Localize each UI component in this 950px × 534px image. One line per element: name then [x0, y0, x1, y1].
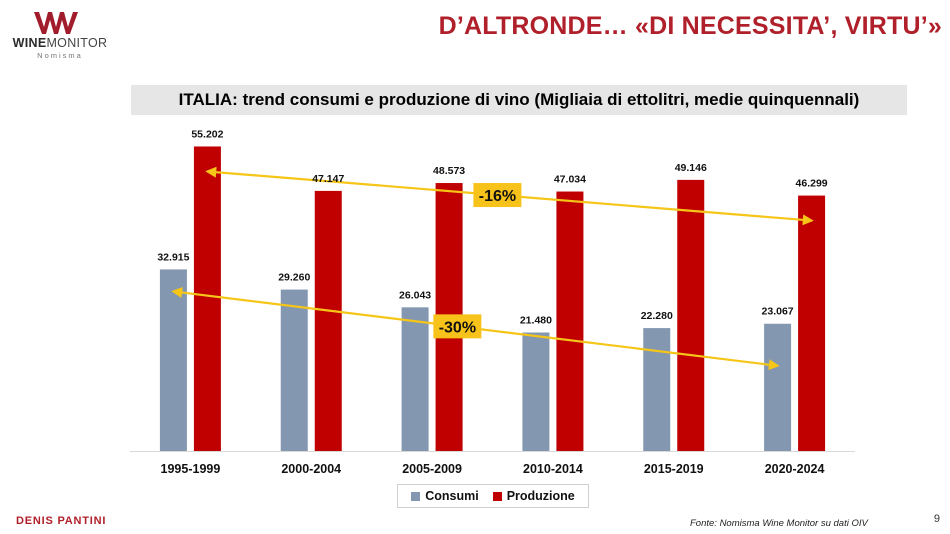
wine-monitor-logo: WINEMONITOR Nomisma [10, 8, 110, 60]
page-title: D’ALTRONDE… «DI NECESSITA’, VIRTU’» [438, 12, 942, 40]
bar-produzione-1995-1999 [193, 146, 221, 451]
trend-badge-consumi [433, 314, 482, 339]
logo-word-bold: WINE [12, 36, 47, 50]
data-label-produzione-1995-1999: 55.202 [191, 128, 223, 140]
data-label-produzione-2005-2009: 48.573 [433, 165, 465, 177]
trend-badge-label-produzione: -16% [479, 188, 516, 205]
data-label-consumi-2005-2009: 26.043 [399, 289, 431, 301]
legend-swatch-consumi [411, 491, 421, 501]
category-label-2015-2019: 2015-2019 [644, 462, 704, 476]
logo-word-regular: MONITOR [46, 36, 108, 50]
category-label-2005-2009: 2005-2009 [402, 462, 462, 476]
bar-produzione-2000-2004 [314, 190, 342, 452]
data-label-consumi-1995-1999: 32.915 [157, 251, 189, 263]
legend-item-consumi: Consumi [411, 489, 479, 503]
chart-legend: Consumi Produzione [397, 484, 589, 508]
bar-produzione-2020-2024 [798, 195, 826, 451]
data-label-produzione-2015-2019: 49.146 [675, 162, 707, 174]
bar-consumi-2020-2024 [764, 323, 792, 451]
data-label-consumi-2000-2004: 29.260 [278, 272, 310, 284]
legend-label-consumi: Consumi [425, 489, 479, 503]
chart-title: ITALIA: trend consumi e produzione di vi… [131, 85, 907, 115]
data-label-consumi-2020-2024: 23.067 [762, 306, 794, 318]
bar-consumi-2000-2004 [280, 289, 308, 451]
data-label-consumi-2015-2019: 22.280 [641, 310, 673, 322]
legend-swatch-produzione [492, 491, 502, 501]
data-label-consumi-2010-2014: 21.480 [520, 315, 552, 327]
category-label-2010-2014: 2010-2014 [523, 462, 583, 476]
source-note: Fonte: Nomisma Wine Monitor su dati OIV [690, 518, 868, 529]
logo-subtitle: Nomisma [37, 51, 83, 60]
category-label-2000-2004: 2000-2004 [281, 462, 341, 476]
bar-consumi-2005-2009 [401, 307, 429, 451]
bar-produzione-2010-2014 [556, 191, 584, 451]
legend-label-produzione: Produzione [506, 489, 575, 503]
page-number: 9 [933, 513, 940, 525]
bar-consumi-2010-2014 [522, 332, 550, 451]
trend-badge-label-consumi: -30% [439, 319, 476, 336]
data-label-produzione-2010-2014: 47.034 [554, 174, 586, 186]
category-label-1995-1999: 1995-1999 [161, 462, 221, 476]
bar-consumi-1995-1999 [159, 269, 187, 451]
bar-produzione-2015-2019 [677, 179, 705, 451]
category-label-2020-2024: 2020-2024 [765, 462, 825, 476]
data-label-produzione-2020-2024: 46.299 [796, 178, 828, 190]
legend-item-produzione: Produzione [492, 489, 575, 503]
wine-monitor-logo-mark-icon [34, 12, 78, 34]
bar-consumi-2015-2019 [643, 328, 671, 451]
data-label-produzione-2000-2004: 47.147 [312, 173, 344, 185]
trend-badge-produzione [473, 183, 522, 208]
logo-wordmark: WINEMONITOR [10, 36, 110, 50]
author-name: DENIS PANTINI [16, 515, 107, 527]
